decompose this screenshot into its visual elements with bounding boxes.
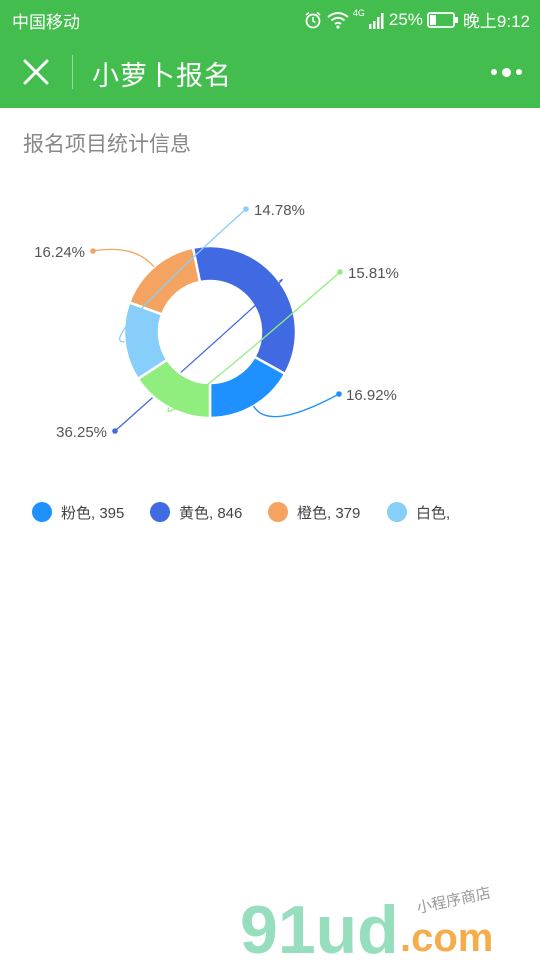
svg-text:.com: .com	[400, 916, 493, 960]
more-dots-icon	[490, 69, 497, 75]
legend-item[interactable]: 橙色, 379	[268, 498, 360, 526]
close-icon	[23, 59, 49, 85]
alarm-icon	[305, 11, 321, 28]
battery-icon	[427, 11, 458, 28]
leader-line	[119, 208, 247, 343]
leader-dot	[112, 428, 118, 434]
svg-text:91ud: 91ud	[240, 892, 399, 960]
leader-dot	[243, 206, 249, 212]
signal-icon	[368, 12, 384, 29]
legend-swatch	[268, 502, 288, 522]
close-button[interactable]	[16, 52, 56, 92]
percent-label: 16.24%	[34, 244, 85, 261]
legend-label: 橙色, 379	[297, 504, 361, 522]
page-title: 小萝卜报名	[92, 61, 232, 91]
percent-label: 16.92%	[346, 387, 397, 404]
percent-label: 36.25%	[56, 424, 107, 441]
leader-line	[167, 271, 341, 412]
legend-item[interactable]: 粉色, 395	[32, 498, 124, 526]
more-button[interactable]	[484, 58, 528, 86]
legend-label: 黄色, 846	[179, 504, 243, 522]
legend-label: 粉色, 395	[61, 504, 125, 522]
chart-legend: 粉色, 395 黄色, 846 橙色, 379 白色,	[0, 498, 540, 528]
battery-percent: 25%	[388, 9, 423, 29]
more-dot-right	[515, 69, 522, 75]
leader-dot	[337, 269, 343, 275]
section-title: 报名项目统计信息	[23, 133, 191, 156]
legend-swatch	[387, 502, 407, 522]
legend-swatch	[32, 502, 52, 522]
donut-slice-黄色[interactable]	[191, 244, 298, 376]
donut-chart: 16.92% 36.25% 16.24% 14.78% 15.81%	[34, 202, 399, 441]
leader-line	[253, 393, 340, 418]
leader-dot	[336, 391, 342, 397]
carrier-name: 中国移动	[12, 13, 80, 32]
navigation-bar: 小萝卜报名	[0, 36, 540, 108]
more-dot-center	[501, 67, 511, 77]
legend-swatch	[150, 502, 170, 522]
percent-label: 15.81%	[348, 265, 399, 282]
svg-text:小程序商店: 小程序商店	[415, 885, 492, 917]
clock: 晚上9:12	[462, 12, 530, 31]
status-indicators: 4G 25% 晚上9:12	[303, 7, 530, 32]
legend-item[interactable]: 黄色, 846	[150, 498, 242, 526]
leader-dot	[90, 248, 96, 254]
donut-slice-unlabeled-4[interactable]	[136, 358, 212, 420]
wifi-icon	[327, 11, 349, 29]
legend-label: 白色,	[416, 504, 451, 522]
network-type: 4G	[352, 8, 365, 18]
nav-divider	[72, 55, 73, 89]
donut-slice-橙色[interactable]	[127, 246, 202, 317]
legend-item[interactable]: 白色,	[387, 498, 450, 526]
watermark-logo: 91ud .com 小程序商店	[240, 885, 493, 960]
status-bar: 中国移动 4G 25% 晚上9:12	[0, 0, 540, 36]
leader-line	[92, 248, 155, 268]
percent-label: 14.78%	[254, 202, 305, 219]
